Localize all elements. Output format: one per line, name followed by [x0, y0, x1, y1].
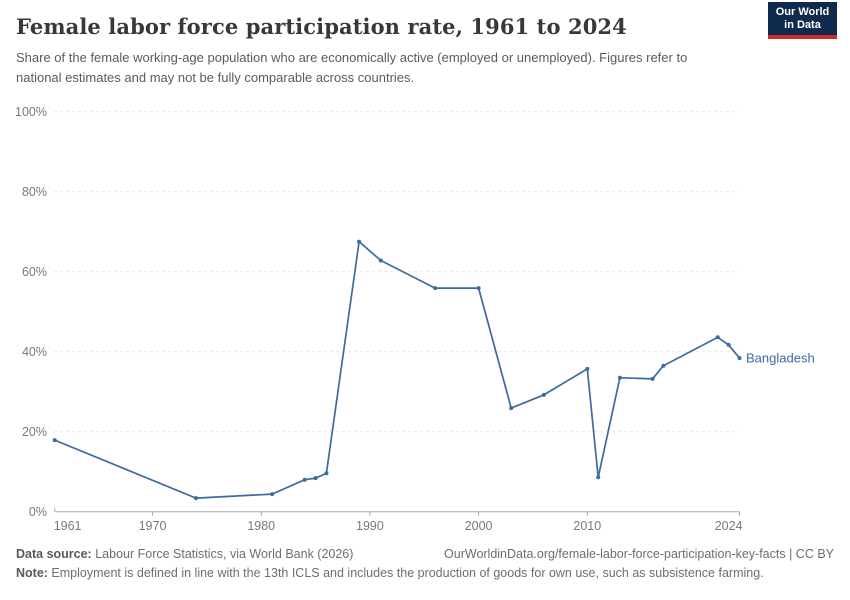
data-point-1985[interactable] — [313, 476, 318, 481]
chart-subtitle: Share of the female working-age populati… — [16, 50, 688, 85]
y-tick-label-0: 0% — [29, 505, 47, 519]
data-point-2011[interactable] — [596, 475, 601, 480]
x-tick-label-2010: 2010 — [573, 519, 601, 533]
data-point-2022[interactable] — [715, 335, 720, 340]
note-value: Employment is defined in line with the 1… — [47, 566, 764, 581]
data-point-1989[interactable] — [357, 239, 362, 244]
chart-area[interactable]: 0% 20% 40% 60% 80% 100% 1961 1970 1980 1990 2000 20… — [0, 95, 850, 545]
series-label: Bangladesh — [746, 351, 815, 366]
data-source-label: Data source: — [16, 547, 92, 561]
note-text: Note: Employment is defined in line with… — [16, 566, 764, 580]
data-point-1984[interactable] — [302, 477, 307, 482]
owid-logo-stripe — [768, 35, 837, 39]
line-chart-svg[interactable]: 0% 20% 40% 60% 80% 100% 1961 1970 1980 1990 2000 20… — [0, 95, 850, 545]
y-tick-label-80: 80% — [22, 185, 47, 199]
x-tick-label-2024: 2024 — [715, 519, 743, 533]
x-tick-label-1980: 1980 — [247, 519, 275, 533]
data-point-2003[interactable] — [509, 406, 514, 411]
trend-line-bangladesh[interactable] — [53, 240, 741, 499]
data-point-2013[interactable] — [617, 375, 622, 380]
x-tick-label-2000: 2000 — [465, 519, 493, 533]
data-point-1996[interactable] — [433, 286, 438, 291]
data-source-value: Labour Force Statistics, via World Bank … — [91, 547, 354, 561]
chart-footer: Data source: Labour Force Statistics, vi… — [16, 545, 834, 584]
data-point-1961[interactable] — [52, 438, 57, 443]
data-point-1991[interactable] — [378, 258, 383, 263]
data-point-2000[interactable] — [476, 286, 481, 291]
data-point-2024[interactable] — [737, 356, 742, 361]
data-point-2017[interactable] — [661, 363, 666, 368]
owid-logo[interactable]: Our World in Data — [768, 2, 837, 39]
data-point-2010[interactable] — [585, 366, 590, 371]
y-tick-label-100: 100% — [15, 105, 47, 119]
data-source-text: Data source: Labour Force Statistics, vi… — [16, 545, 353, 564]
owid-logo-box: Our World in Data — [768, 2, 837, 35]
data-point-1974[interactable] — [194, 496, 199, 501]
x-tick-label-1990: 1990 — [356, 519, 384, 533]
note-label: Note: — [16, 566, 48, 581]
chart-header: Female labor force participation rate, 1… — [16, 14, 834, 87]
y-tick-label-20: 20% — [22, 425, 47, 439]
data-point-2023[interactable] — [726, 342, 731, 347]
y-tick-label-40: 40% — [22, 345, 47, 359]
page-title: Female labor force participation rate, 1… — [16, 14, 627, 39]
data-point-1986[interactable] — [324, 471, 329, 476]
x-tick-label-1970: 1970 — [139, 519, 167, 533]
data-point-2016[interactable] — [650, 376, 655, 381]
owid-logo-line2: in Data — [784, 18, 821, 31]
data-point-2006[interactable] — [541, 392, 546, 397]
y-tick-label-60: 60% — [22, 265, 47, 279]
x-tick-label-1961: 1961 — [54, 519, 82, 533]
data-point-1981[interactable] — [270, 492, 275, 497]
owid-logo-line1: Our World — [775, 5, 830, 18]
credit-link[interactable]: OurWorldinData.org/female-labor-force-pa… — [444, 547, 834, 561]
